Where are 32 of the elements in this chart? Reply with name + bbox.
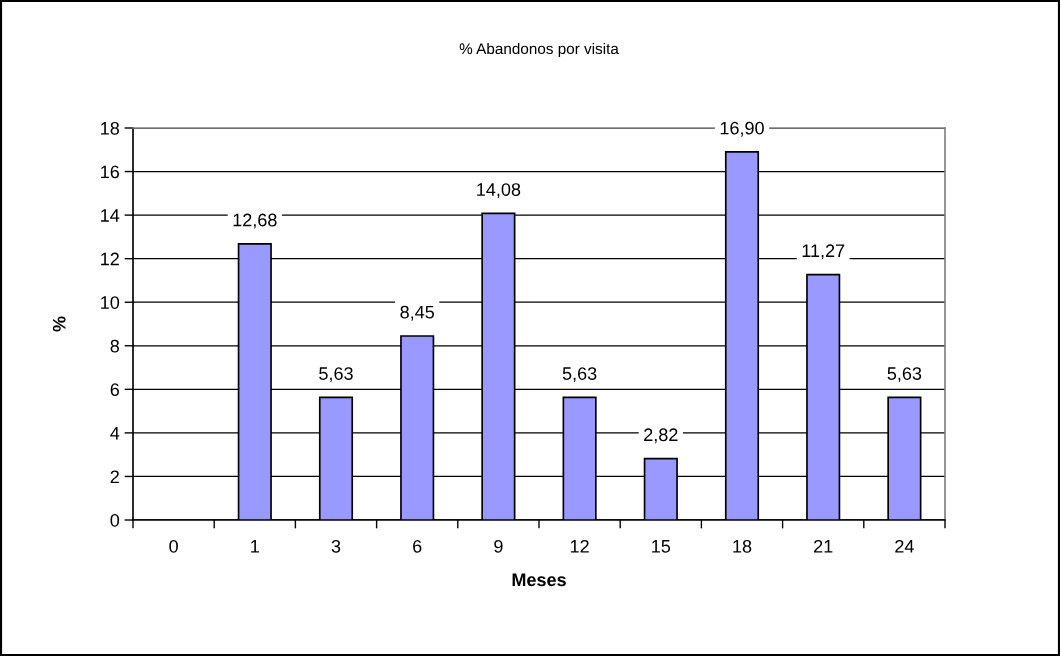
data-label: 8,45 bbox=[400, 305, 435, 321]
data-label: 16,90 bbox=[720, 121, 764, 137]
data-label: 12,68 bbox=[233, 213, 277, 229]
y-axis-title: % bbox=[52, 316, 66, 332]
data-label: 5,63 bbox=[887, 367, 922, 383]
data-label: 2,82 bbox=[644, 428, 678, 444]
data-label: 11,27 bbox=[802, 244, 845, 260]
data-label: 14,08 bbox=[477, 183, 521, 199]
data-label: 5,63 bbox=[319, 367, 353, 383]
x-tick-label: 12 bbox=[570, 539, 589, 553]
x-axis-title: Meses bbox=[512, 573, 566, 587]
y-tick-label: 14 bbox=[101, 209, 120, 222]
x-tick-label: 9 bbox=[494, 539, 503, 553]
x-tick-label: 24 bbox=[895, 539, 914, 553]
data-label: 5,63 bbox=[562, 367, 597, 383]
x-tick-label: 3 bbox=[331, 539, 341, 553]
chart-title: % Abandonos por visita bbox=[459, 42, 619, 58]
y-tick-label: 10 bbox=[101, 296, 120, 309]
y-tick-label: 2 bbox=[110, 470, 119, 483]
x-tick-label: 6 bbox=[413, 539, 422, 553]
y-tick-label: 16 bbox=[101, 165, 120, 179]
y-tick-label: 18 bbox=[101, 121, 120, 135]
y-tick-label: 0 bbox=[110, 513, 120, 527]
y-tick-label: 12 bbox=[101, 252, 119, 266]
x-tick-label: 15 bbox=[652, 540, 671, 553]
x-tick-label: 21 bbox=[814, 539, 833, 553]
x-tick-label: 18 bbox=[733, 539, 752, 553]
x-tick-label: 1 bbox=[251, 540, 259, 553]
y-tick-label: 6 bbox=[110, 383, 120, 397]
y-tick-label: 8 bbox=[110, 339, 120, 353]
x-tick-label: 0 bbox=[169, 539, 178, 553]
y-tick-label: 4 bbox=[110, 427, 120, 440]
